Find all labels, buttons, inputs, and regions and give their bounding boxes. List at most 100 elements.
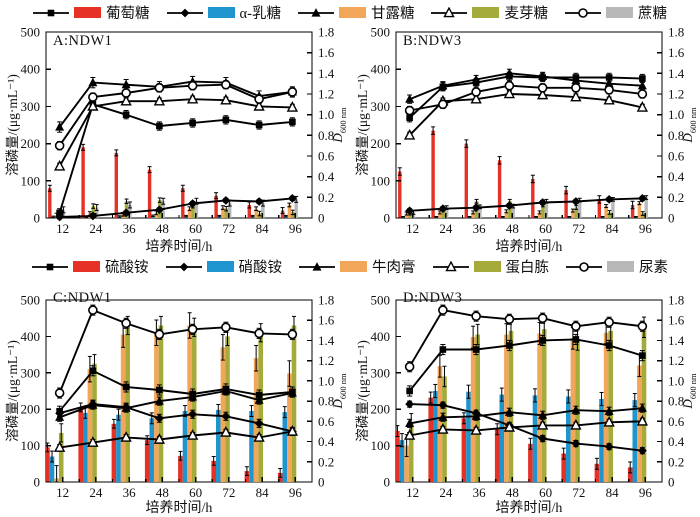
svg-text:0.6: 0.6 [668, 414, 685, 429]
svg-text:36: 36 [123, 221, 137, 236]
sucrose-color-swatch [605, 7, 633, 18]
svg-text:1.2: 1.2 [318, 353, 334, 368]
chart-B-right-axis-label: D600 nm [680, 107, 698, 143]
svg-text:36: 36 [473, 221, 487, 236]
svg-text:12: 12 [56, 485, 69, 500]
legend-item-peptone: 蛋白胨 [432, 256, 550, 277]
svg-text:0.8: 0.8 [318, 128, 334, 143]
legend-item-label: 甘露糖 [370, 6, 415, 22]
legend-item-label: 蛋白胨 [505, 260, 550, 276]
svg-text:1.0: 1.0 [668, 107, 684, 122]
maltose-color-swatch [472, 7, 500, 18]
svg-text:0: 0 [318, 211, 325, 226]
legend-item-label: 牛肉膏 [372, 260, 416, 276]
svg-text:0.2: 0.2 [668, 454, 684, 469]
svg-text:96: 96 [639, 485, 653, 500]
svg-text:400: 400 [371, 62, 391, 77]
svg-text:0: 0 [384, 211, 391, 226]
glucose-color-swatch [74, 7, 102, 18]
svg-text:24: 24 [89, 221, 103, 236]
ammonium-nitrate-line-marker-icon [165, 262, 202, 271]
peptone-line-marker-icon [432, 260, 469, 271]
svg-text:72: 72 [572, 221, 585, 236]
svg-text:0.4: 0.4 [668, 169, 685, 184]
chart-A-x-axis-label: 培养时间/h [145, 240, 213, 255]
legend-item-glucose: 葡萄糖 [33, 2, 150, 23]
glucose-line-marker-icon [33, 9, 70, 16]
svg-text:0.8: 0.8 [318, 394, 334, 409]
svg-text:1.6: 1.6 [318, 313, 335, 328]
legend-item-label: α-乳糖 [239, 6, 281, 22]
svg-text:84: 84 [606, 485, 620, 500]
svg-text:100: 100 [371, 438, 391, 453]
svg-text:1.6: 1.6 [668, 313, 685, 328]
svg-text:72: 72 [222, 485, 235, 500]
svg-text:1.8: 1.8 [318, 25, 334, 40]
legend-item-sucrose: 蔗糖 [564, 2, 667, 23]
svg-text:0.4: 0.4 [318, 169, 335, 184]
svg-text:84: 84 [606, 221, 620, 236]
legend-item-label: 尿素 [639, 260, 668, 276]
chart-D-NDW3: 0 100 200 300 400 500 0 0.2 0.4 0.6 0.8 1.0 1.2 1.4 1.… [350, 280, 700, 517]
svg-text:12: 12 [56, 221, 69, 236]
chart-A-right-axis-label: D600 nm [330, 107, 348, 143]
chart-D-plot: 0 100 200 300 400 500 0 0.2 0.4 0.6 0.8 1.0 1.2 1.4 1.… [371, 293, 685, 501]
legend-item-ammonium-nitrate: 硝酸铵 [165, 256, 282, 277]
chart-C-left-axis-label: 溶磷量/(μg·mL⁻¹) [5, 340, 20, 442]
svg-text:60: 60 [539, 485, 552, 500]
svg-text:1.0: 1.0 [318, 373, 334, 388]
svg-text:0.8: 0.8 [668, 394, 684, 409]
svg-text:400: 400 [371, 329, 391, 344]
svg-text:1.2: 1.2 [668, 353, 684, 368]
svg-text:500: 500 [371, 293, 391, 308]
ammonium-sulfate-color-swatch [73, 261, 100, 272]
alpha-lactose-line-marker-icon [166, 8, 203, 17]
svg-text:96: 96 [289, 485, 303, 500]
chart-B-left-axis-label: 溶磷量/(μg·mL⁻¹) [355, 74, 370, 176]
beef-extract-color-swatch [340, 261, 367, 272]
svg-text:12: 12 [406, 485, 419, 500]
svg-text:200: 200 [21, 136, 41, 151]
svg-text:0.6: 0.6 [318, 149, 335, 164]
chart-A-left-axis-label: 溶磷量/(μg·mL⁻¹) [5, 74, 20, 176]
svg-text:400: 400 [21, 62, 41, 77]
legend-carbon-sources: 葡萄糖 α-乳糖 甘露糖 麦芽糖 蔗糖 [0, 0, 700, 25]
svg-text:0.2: 0.2 [318, 190, 334, 205]
chart-B-NDW3: 0 100 200 300 400 500 0 0.2 0.4 0.6 0.8 1.0 1.2 1.4 1.… [350, 25, 700, 255]
svg-text:84: 84 [256, 485, 270, 500]
svg-text:48: 48 [156, 221, 169, 236]
svg-text:0.8: 0.8 [668, 128, 684, 143]
svg-text:100: 100 [371, 173, 391, 188]
chart-D-left-axis-label: 溶磷量/(μg·mL⁻¹) [355, 340, 370, 442]
chart-A-title: A:NDW1 [53, 33, 113, 49]
svg-text:500: 500 [21, 293, 41, 308]
svg-text:500: 500 [371, 25, 391, 40]
svg-text:200: 200 [371, 402, 391, 417]
svg-text:1.2: 1.2 [318, 87, 334, 102]
svg-text:96: 96 [289, 221, 303, 236]
svg-text:36: 36 [473, 485, 487, 500]
chart-A-plot: 0 100 200 300 400 500 0 0.2 0.4 0.6 0.8 1.0 1.2 1.4 1.… [21, 25, 335, 236]
chart-C-NDW1: 0 100 200 300 400 500 0 0.2 0.4 0.6 0.8 1.0 1.2 1.4 1.… [0, 280, 350, 517]
svg-text:1.6: 1.6 [668, 45, 685, 60]
svg-text:400: 400 [21, 329, 41, 344]
mannose-line-marker-icon [297, 7, 334, 17]
svg-text:96: 96 [639, 221, 653, 236]
svg-text:0: 0 [668, 211, 675, 226]
svg-text:72: 72 [222, 221, 235, 236]
svg-text:72: 72 [572, 485, 585, 500]
alpha-lactose-color-swatch [207, 7, 235, 18]
legend-item-urea: 尿素 [566, 256, 668, 277]
chart-D-x-axis-label: 培养时间/h [495, 501, 563, 516]
svg-text:0.6: 0.6 [318, 414, 335, 429]
svg-text:0.2: 0.2 [668, 190, 684, 205]
svg-text:1.2: 1.2 [668, 87, 684, 102]
svg-text:60: 60 [539, 221, 552, 236]
svg-text:100: 100 [21, 438, 41, 453]
svg-text:300: 300 [21, 365, 41, 380]
svg-text:24: 24 [439, 221, 453, 236]
legend-item-beef-extract: 牛肉膏 [299, 256, 416, 277]
mannose-color-swatch [338, 7, 366, 18]
ammonium-sulfate-line-marker-icon [32, 263, 68, 270]
